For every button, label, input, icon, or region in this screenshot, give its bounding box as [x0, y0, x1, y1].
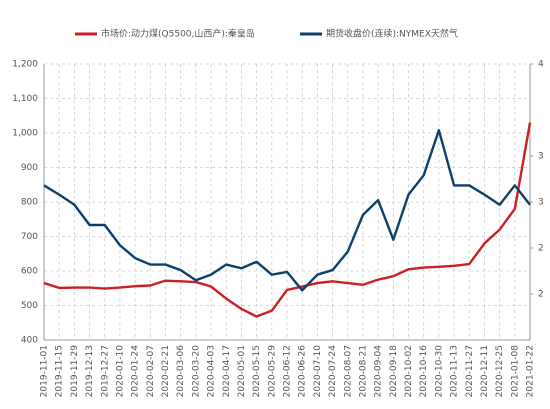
y-tick-label: 500 — [21, 301, 38, 311]
x-tick-label: 2020-12-11 — [480, 345, 490, 397]
y-tick-label: 700 — [21, 232, 38, 242]
x-tick-label: 2020-08-07 — [343, 345, 353, 397]
x-tick-label: 2019-12-13 — [85, 345, 95, 397]
x-tick-label: 2020-01-10 — [115, 345, 125, 398]
y-tick-label: 800 — [21, 198, 38, 208]
x-tick-label: 2020-05-29 — [267, 345, 277, 398]
x-tick-label: 2020-08-21 — [358, 345, 368, 397]
x-tick-label: 2020-10-30 — [434, 345, 444, 398]
x-tick-label: 2020-11-13 — [450, 345, 460, 397]
legend-label: 市场价:动力煤(Q5500,山西产):秦皇岛 — [101, 28, 255, 40]
x-tick-label: 2020-05-15 — [252, 345, 262, 397]
x-tick-label: 2019-12-27 — [100, 345, 110, 397]
x-tick-label: 2020-09-18 — [389, 345, 399, 398]
x-tick-label: 2020-07-10 — [313, 345, 323, 398]
series-line — [43, 129, 531, 292]
y-tick-label: 600 — [21, 267, 38, 277]
x-tick-label: 2019-11-01 — [40, 345, 50, 397]
x-tick-label: 2020-03-06 — [176, 345, 186, 398]
y2-tick-label: 2 — [538, 244, 544, 254]
x-tick-label: 2020-03-20 — [191, 345, 201, 398]
x-tick-label: 2021-01-08 — [510, 345, 520, 398]
x-tick-label: 2020-04-17 — [222, 345, 232, 397]
y-tick-label: 900 — [21, 163, 38, 173]
x-tick-label: 2019-11-29 — [70, 345, 80, 398]
y-tick-label: 1,200 — [12, 60, 38, 70]
x-tick-label: 2020-10-02 — [404, 345, 414, 397]
x-tick-label: 2021-01-22 — [526, 345, 536, 397]
y-tick-label: 400 — [21, 336, 38, 346]
x-tick-label: 2020-02-07 — [146, 345, 156, 397]
y-tick-label: 1,100 — [12, 94, 38, 104]
x-tick-label: 2020-09-04 — [374, 345, 384, 398]
series-line — [43, 122, 532, 318]
legend-label: 期货收盘价(连续):NYMEX天然气 — [326, 28, 458, 40]
y-tick-label: 1,000 — [12, 129, 38, 139]
x-tick-label: 2020-05-01 — [237, 345, 247, 397]
y2-tick-label: 2 — [538, 290, 544, 300]
y2-tick-label: 3 — [538, 152, 544, 162]
y2-tick-label: 4 — [538, 60, 544, 70]
x-tick-label: 2020-11-27 — [465, 345, 475, 397]
x-tick-label: 2020-10-16 — [419, 345, 429, 398]
x-tick-label: 2020-06-26 — [298, 345, 308, 398]
x-tick-label: 2020-04-03 — [207, 345, 217, 397]
x-tick-label: 2020-06-12 — [283, 345, 293, 397]
x-tick-label: 2020-02-21 — [161, 345, 171, 397]
x-tick-label: 2020-12-25 — [495, 345, 505, 397]
y2-tick-label: 3 — [538, 198, 544, 208]
x-tick-label: 2020-01-24 — [131, 345, 141, 398]
x-tick-label: 2019-11-15 — [55, 345, 65, 397]
x-tick-label: 2020-07-24 — [328, 345, 338, 398]
